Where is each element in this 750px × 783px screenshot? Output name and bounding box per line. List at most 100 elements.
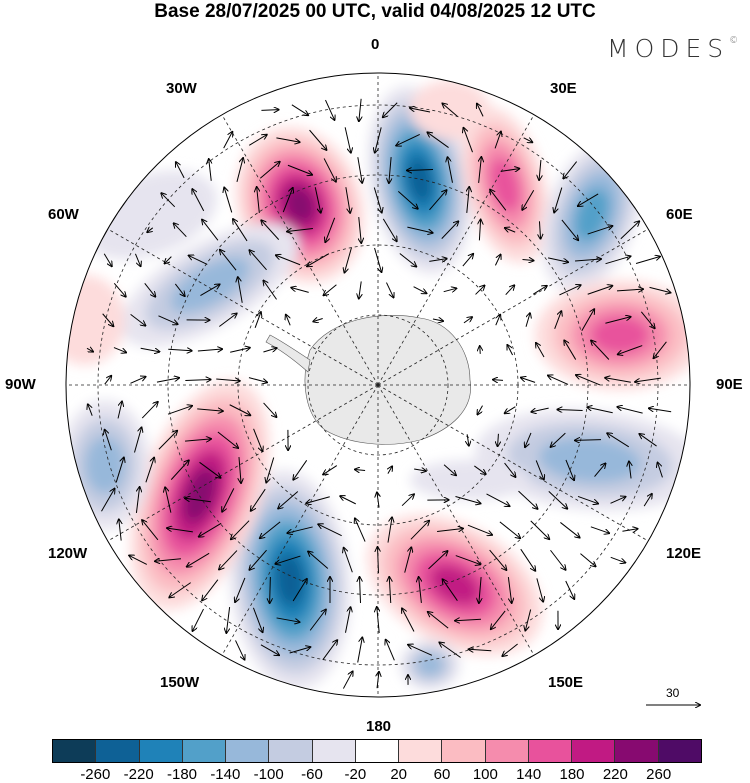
wind-arrow bbox=[249, 549, 267, 570]
wind-arrow bbox=[539, 221, 540, 238]
wind-arrow bbox=[493, 380, 504, 381]
wind-arrow bbox=[462, 254, 473, 267]
wind-arrow bbox=[231, 520, 250, 540]
wind-arrow bbox=[463, 317, 472, 324]
wind-arrow bbox=[477, 405, 483, 415]
wind-arrow bbox=[104, 376, 112, 385]
wind-arrow bbox=[539, 159, 541, 180]
wind-arrow bbox=[145, 458, 154, 483]
wind-arrow bbox=[155, 559, 181, 561]
wind-arrow bbox=[419, 577, 422, 603]
wind-arrow bbox=[373, 187, 381, 213]
wind-arrow bbox=[518, 490, 538, 509]
wind-arrow bbox=[575, 259, 601, 261]
wind-arrow bbox=[410, 108, 431, 113]
wind-arrow bbox=[278, 491, 299, 508]
wind-arrow bbox=[342, 671, 352, 689]
wind-arrow bbox=[563, 161, 578, 179]
wind-arrow bbox=[635, 377, 661, 382]
wind-arrow bbox=[399, 253, 416, 266]
wind-arrow bbox=[230, 348, 250, 353]
wind-arrow bbox=[199, 522, 222, 536]
wind-arrow bbox=[565, 580, 575, 599]
wind-arrow bbox=[414, 469, 426, 471]
wind-arrow bbox=[536, 343, 545, 358]
wind-arrow bbox=[263, 348, 276, 353]
wind-arrow bbox=[276, 255, 301, 266]
wind-arrow bbox=[167, 528, 193, 533]
wind-arrow bbox=[532, 286, 547, 295]
wind-arrow bbox=[238, 277, 243, 303]
wind-arrow bbox=[557, 410, 583, 411]
wind-arrow bbox=[359, 98, 361, 121]
wind-arrow bbox=[475, 286, 485, 295]
wind-arrow bbox=[322, 640, 337, 661]
wind-vectors bbox=[87, 98, 672, 689]
wind-arrow bbox=[192, 189, 205, 212]
wind-arrow bbox=[560, 522, 579, 537]
wind-arrow bbox=[142, 520, 159, 541]
wind-arrow bbox=[397, 190, 417, 208]
wind-arrow bbox=[291, 288, 309, 293]
wind-arrow bbox=[383, 102, 398, 118]
modes-logo: MODES© bbox=[607, 34, 738, 63]
negative-anomaly bbox=[416, 653, 444, 677]
wind-arrow bbox=[199, 461, 221, 477]
wind-arrow bbox=[102, 313, 114, 326]
wind-arrow bbox=[357, 637, 363, 663]
wind-arrow bbox=[530, 520, 550, 539]
wind-arrow bbox=[536, 578, 543, 601]
colorbar-tick: 60 bbox=[433, 766, 451, 783]
wind-arrow bbox=[325, 217, 336, 242]
wind-arrow bbox=[479, 220, 480, 241]
wind-arrow bbox=[135, 487, 139, 513]
wind-arrow bbox=[502, 643, 518, 656]
wind-arrow bbox=[407, 226, 432, 233]
wind-arrow bbox=[185, 439, 211, 441]
wind-arrow bbox=[507, 577, 511, 603]
wind-arrow bbox=[455, 496, 480, 504]
lon-label-150e: 150E bbox=[548, 674, 584, 691]
wind-arrow bbox=[220, 250, 237, 271]
wind-arrow bbox=[455, 555, 480, 565]
wind-arrow bbox=[377, 672, 379, 689]
wind-arrow bbox=[344, 247, 352, 272]
wind-arrow bbox=[101, 489, 114, 512]
wind-arrow bbox=[355, 518, 366, 542]
wind-arrow bbox=[548, 490, 567, 508]
wind-arrow bbox=[401, 494, 414, 507]
wind-arrow bbox=[233, 219, 248, 242]
wind-arrow bbox=[216, 379, 240, 381]
wind-arrow bbox=[115, 458, 124, 483]
negative-anomaly bbox=[170, 257, 250, 313]
wind-arrow bbox=[649, 408, 672, 413]
wind-arrow bbox=[389, 577, 391, 604]
wind-arrow bbox=[323, 158, 336, 181]
wind-arrow bbox=[535, 460, 544, 479]
colorbar-tick: 100 bbox=[472, 766, 498, 783]
wind-arrow bbox=[605, 378, 631, 383]
wind-arrow bbox=[386, 640, 395, 661]
wind-arrow bbox=[443, 579, 458, 601]
wind-arrow bbox=[355, 469, 366, 470]
wind-arrow bbox=[235, 577, 246, 602]
colorbar-tick: -60 bbox=[301, 766, 323, 783]
wind-arrow bbox=[158, 315, 177, 324]
wind-arrow bbox=[494, 132, 501, 149]
wind-arrow bbox=[222, 488, 235, 511]
wind-arrow bbox=[187, 552, 210, 566]
wind-arrow bbox=[443, 288, 457, 291]
wind-arrow bbox=[117, 402, 122, 419]
wind-arrow bbox=[249, 250, 267, 271]
wind-arrow bbox=[382, 218, 396, 241]
wind-arrow bbox=[88, 404, 93, 416]
wind-arrow bbox=[134, 253, 140, 266]
colorbar-tick: 260 bbox=[646, 766, 672, 783]
wind-arrow bbox=[374, 247, 382, 272]
wind-arrow bbox=[147, 228, 154, 232]
wind-arrow bbox=[176, 162, 185, 179]
lon-label-90w: 90W bbox=[5, 376, 36, 393]
wind-arrow bbox=[325, 99, 334, 120]
wind-arrow bbox=[293, 460, 308, 479]
wind-arrow bbox=[313, 318, 323, 321]
